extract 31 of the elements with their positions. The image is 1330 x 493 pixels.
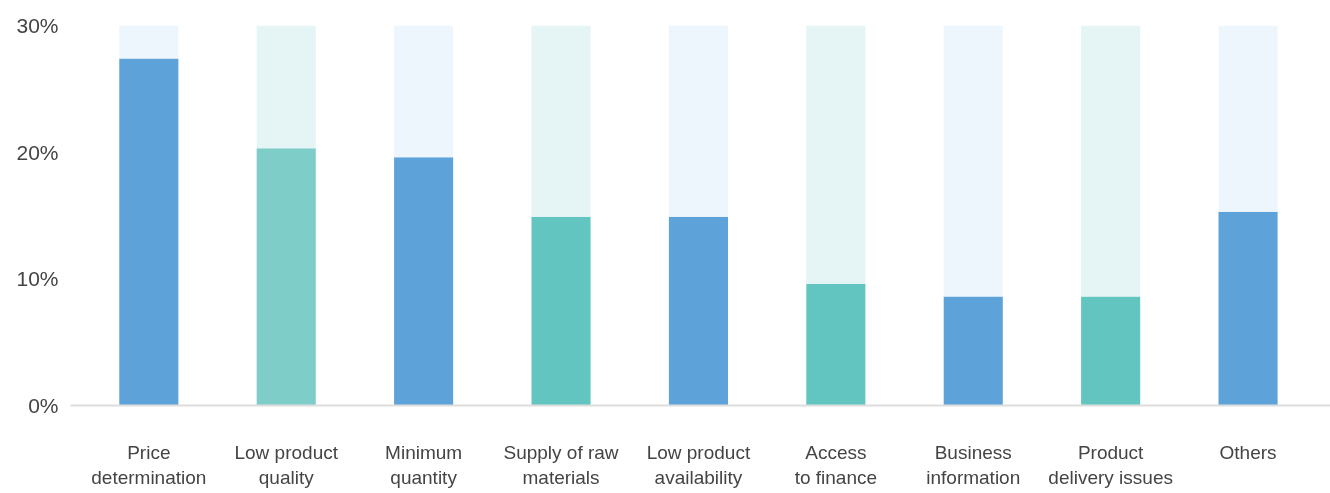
- bar: [119, 58, 179, 406]
- bar: [943, 296, 1003, 406]
- bar: [256, 148, 316, 406]
- bar: [1081, 296, 1141, 406]
- y-tick-label: 20%: [16, 140, 59, 164]
- x-tick-label: Business information: [926, 441, 1021, 488]
- bar: [256, 25, 316, 149]
- bar: [394, 25, 454, 158]
- bar: [806, 25, 866, 284]
- bar: [1218, 25, 1278, 212]
- bar: [943, 25, 1003, 297]
- x-tick-label: Product delivery issues: [1048, 441, 1173, 488]
- x-tick-label: Supply of raw materials: [503, 441, 619, 488]
- y-tick-label: 0%: [28, 394, 59, 417]
- x-tick-label: Access to finance: [794, 441, 878, 488]
- x-tick-label: Low product availability: [646, 441, 751, 488]
- x-tick-label: Minimum quantity: [385, 441, 463, 488]
- bar: [1081, 25, 1141, 297]
- bar: [531, 25, 591, 217]
- x-tick-label: Low product quality: [234, 441, 339, 488]
- x-tick-label: Price determination: [91, 441, 207, 488]
- bar: [668, 216, 728, 406]
- y-tick-label: 30%: [16, 14, 59, 37]
- bar: [806, 283, 866, 406]
- bar: [119, 25, 179, 59]
- bar: [668, 25, 728, 217]
- bar: [531, 216, 591, 406]
- bar: [394, 157, 454, 406]
- bar: [1218, 211, 1278, 406]
- y-tick-label: 10%: [16, 267, 59, 291]
- x-tick-label: Others: [1219, 441, 1277, 463]
